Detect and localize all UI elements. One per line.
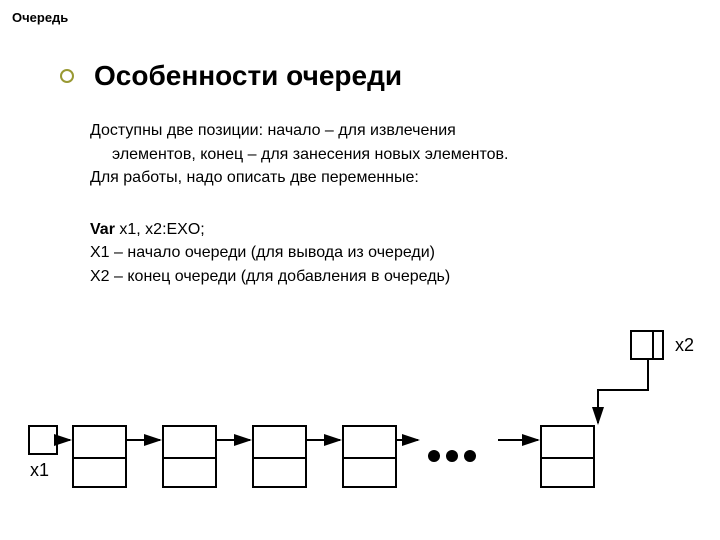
- body-line-3: Для работы, надо описать две переменные:: [90, 167, 660, 189]
- x2-description: X2 – конец очереди (для добавления в оче…: [90, 266, 660, 288]
- arrows-layer: [0, 330, 720, 530]
- x1-description: X1 – начало очереди (для вывода из очере…: [90, 242, 660, 264]
- page-header: Очередь: [12, 10, 68, 25]
- arrow-tail: [598, 360, 648, 423]
- var-keyword: Var: [90, 221, 115, 238]
- body-text: Доступны две позиции: начало – для извле…: [90, 120, 660, 290]
- var-declaration: Var x1, x2:EXO;: [90, 219, 660, 241]
- var-rest: x1, x2:EXO;: [119, 221, 204, 238]
- body-line-2: элементов, конец – для занесения новых э…: [90, 144, 660, 166]
- slide-title: Особенности очереди: [94, 60, 402, 92]
- title-row: Особенности очереди: [60, 60, 402, 92]
- bullet-icon: [60, 69, 74, 83]
- queue-diagram: x1 x2: [0, 330, 720, 530]
- body-line-1: Доступны две позиции: начало – для извле…: [90, 120, 660, 142]
